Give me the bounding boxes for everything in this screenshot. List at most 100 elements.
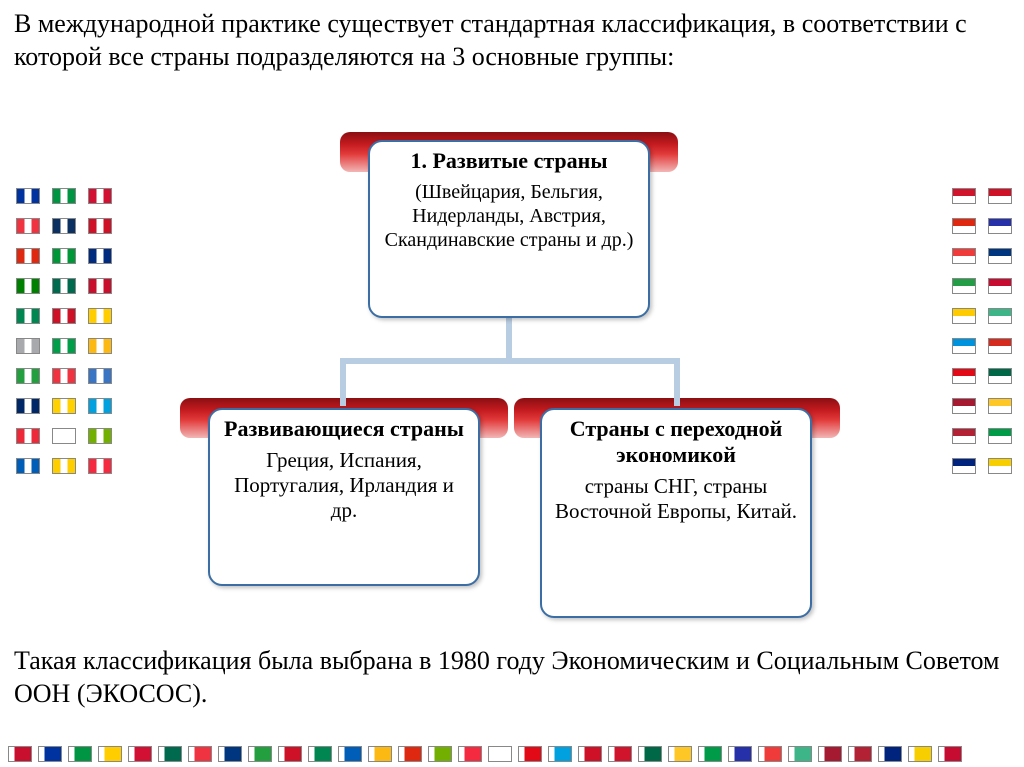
- flag-icon: [8, 746, 32, 762]
- flag-icon: [638, 746, 662, 762]
- flag-icon: [52, 188, 76, 204]
- flag-icon: [988, 368, 1012, 384]
- intro-paragraph: В международной практике существует стан…: [0, 0, 1024, 73]
- flag-icon: [88, 188, 112, 204]
- flag-icon: [88, 338, 112, 354]
- flag-icon: [818, 746, 842, 762]
- flag-icon: [988, 218, 1012, 234]
- flag-icon: [848, 746, 872, 762]
- flag-icon: [458, 746, 482, 762]
- flag-icon: [988, 398, 1012, 414]
- flag-icon: [52, 398, 76, 414]
- flag-icon: [398, 746, 422, 762]
- flag-icon: [16, 338, 40, 354]
- flag-icon: [88, 248, 112, 264]
- connector-line: [340, 358, 346, 406]
- flag-row-bottom: [0, 741, 1024, 767]
- flag-icon: [16, 278, 40, 294]
- flag-icon: [16, 458, 40, 474]
- flag-icon: [52, 338, 76, 354]
- flag-icon: [16, 308, 40, 324]
- flag-icon: [952, 368, 976, 384]
- node-subtitle: Греция, Испания, Португалия, Ирландия и …: [210, 446, 478, 534]
- flag-icon: [518, 746, 542, 762]
- flag-icon: [52, 368, 76, 384]
- flag-icon: [248, 746, 272, 762]
- flag-icon: [988, 428, 1012, 444]
- node-top: 1. Развитые страны(Швейцария, Бельгия, Н…: [368, 140, 650, 318]
- flag-icon: [428, 746, 452, 762]
- flag-icon: [952, 338, 976, 354]
- node-title: Развивающиеся страны: [210, 410, 478, 446]
- connector-line: [506, 318, 512, 358]
- flag-icon: [128, 746, 152, 762]
- flag-icon: [88, 218, 112, 234]
- flag-icon: [16, 188, 40, 204]
- node-subtitle: страны СНГ, страны Восточной Европы, Кит…: [542, 472, 810, 534]
- flag-icon: [52, 218, 76, 234]
- flag-icon: [188, 746, 212, 762]
- flag-icon: [728, 746, 752, 762]
- flag-icon: [878, 746, 902, 762]
- flag-icon: [952, 278, 976, 294]
- flag-icon: [988, 188, 1012, 204]
- flag-icon: [668, 746, 692, 762]
- node-right: Страны с переходной экономикойстраны СНГ…: [540, 408, 812, 618]
- flag-icon: [952, 428, 976, 444]
- flag-icon: [88, 398, 112, 414]
- flag-icon: [16, 428, 40, 444]
- flag-icon: [758, 746, 782, 762]
- flag-icon: [278, 746, 302, 762]
- flag-icon: [578, 746, 602, 762]
- flag-icon: [88, 458, 112, 474]
- flag-icon: [88, 428, 112, 444]
- flag-icon: [98, 746, 122, 762]
- node-title: 1. Развитые страны: [370, 142, 648, 178]
- flag-icon: [38, 746, 62, 762]
- flag-icon: [218, 746, 242, 762]
- node-title: Страны с переходной экономикой: [542, 410, 810, 472]
- flag-icon: [608, 746, 632, 762]
- flag-icon: [952, 248, 976, 264]
- flag-grid-right: [952, 188, 1018, 486]
- flag-icon: [308, 746, 332, 762]
- flag-icon: [52, 248, 76, 264]
- flag-icon: [788, 746, 812, 762]
- flag-icon: [16, 398, 40, 414]
- flag-icon: [698, 746, 722, 762]
- node-subtitle: (Швейцария, Бельгия, Нидерланды, Австрия…: [370, 178, 648, 262]
- flag-grid-left: [16, 188, 118, 486]
- footer-paragraph: Такая классификация была выбрана в 1980 …: [0, 645, 1024, 710]
- flag-icon: [952, 218, 976, 234]
- flag-icon: [52, 458, 76, 474]
- flag-icon: [16, 368, 40, 384]
- connector-line: [340, 358, 680, 364]
- flag-icon: [16, 218, 40, 234]
- node-left: Развивающиеся страныГреция, Испания, Пор…: [208, 408, 480, 586]
- flag-icon: [88, 278, 112, 294]
- flag-icon: [952, 458, 976, 474]
- flag-icon: [368, 746, 392, 762]
- flag-icon: [988, 338, 1012, 354]
- flag-icon: [988, 278, 1012, 294]
- flag-icon: [52, 428, 76, 444]
- flag-icon: [488, 746, 512, 762]
- flag-icon: [88, 368, 112, 384]
- flag-icon: [952, 398, 976, 414]
- flag-icon: [52, 308, 76, 324]
- flag-icon: [338, 746, 362, 762]
- flag-icon: [158, 746, 182, 762]
- flag-icon: [68, 746, 92, 762]
- flag-icon: [16, 248, 40, 264]
- hierarchy-diagram: 1. Развитые страны(Швейцария, Бельгия, Н…: [0, 140, 1024, 640]
- flag-icon: [52, 278, 76, 294]
- flag-icon: [908, 746, 932, 762]
- flag-icon: [952, 188, 976, 204]
- flag-icon: [548, 746, 572, 762]
- flag-icon: [988, 248, 1012, 264]
- flag-icon: [952, 308, 976, 324]
- connector-line: [674, 358, 680, 406]
- flag-icon: [988, 308, 1012, 324]
- flag-icon: [988, 458, 1012, 474]
- flag-icon: [88, 308, 112, 324]
